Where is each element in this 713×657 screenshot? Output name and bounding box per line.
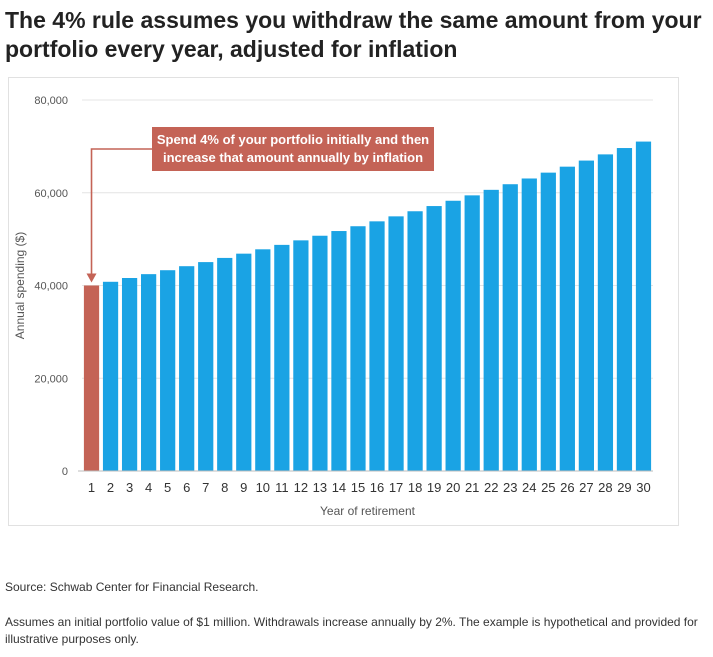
x-tick-label: 5 bbox=[164, 480, 171, 495]
bar bbox=[141, 274, 157, 471]
bar bbox=[616, 148, 633, 471]
y-tick-label: 80,000 bbox=[34, 95, 68, 107]
y-tick-label: 40,000 bbox=[34, 281, 68, 293]
annotation-line-2: increase that amount annually by inflati… bbox=[162, 150, 424, 165]
x-tick-label: 24 bbox=[522, 480, 536, 495]
x-tick-label: 10 bbox=[256, 480, 270, 495]
chart-headline: The 4% rule assumes you withdraw the sam… bbox=[5, 7, 702, 62]
bar bbox=[407, 211, 423, 471]
bar bbox=[198, 262, 214, 471]
bar bbox=[502, 184, 518, 472]
bar bbox=[597, 154, 614, 471]
y-tick-label: 60,000 bbox=[34, 188, 68, 200]
bar bbox=[635, 141, 652, 471]
x-tick-label: 26 bbox=[560, 480, 574, 495]
bar bbox=[312, 235, 328, 471]
x-tick-label: 30 bbox=[636, 480, 650, 495]
x-tick-label: 23 bbox=[503, 480, 517, 495]
x-tick-label: 1 bbox=[88, 480, 95, 495]
x-tick-label: 3 bbox=[126, 480, 133, 495]
bar bbox=[179, 266, 195, 471]
bar bbox=[83, 285, 100, 471]
bar bbox=[540, 172, 556, 472]
x-tick-label: 2 bbox=[107, 480, 114, 495]
bar bbox=[388, 216, 404, 471]
x-tick-label: 9 bbox=[240, 480, 247, 495]
bar bbox=[426, 206, 442, 471]
bar bbox=[255, 249, 271, 471]
x-tick-label: 14 bbox=[332, 480, 346, 495]
annotation-callout: Spend 4% of your portfolio initially and… bbox=[152, 127, 434, 171]
x-tick-label: 16 bbox=[370, 480, 384, 495]
x-tick-label: 4 bbox=[145, 480, 152, 495]
bar bbox=[293, 240, 309, 471]
x-tick-label: 27 bbox=[579, 480, 593, 495]
bar bbox=[160, 270, 176, 471]
bar bbox=[121, 278, 138, 471]
x-tick-label: 28 bbox=[598, 480, 612, 495]
bar bbox=[369, 221, 385, 471]
annotation-arrowhead bbox=[86, 273, 97, 283]
y-axis-label: Annual spending ($) bbox=[13, 232, 27, 339]
annotation-line-1: Spend 4% of your portfolio initially and… bbox=[156, 132, 430, 147]
bar bbox=[483, 189, 499, 471]
annotation-arrow bbox=[90, 148, 152, 278]
bar bbox=[102, 281, 119, 471]
x-tick-label: 19 bbox=[427, 480, 441, 495]
x-axis-label: Year of retirement bbox=[320, 504, 416, 518]
bar bbox=[331, 231, 347, 471]
source-note: Source: Schwab Center for Financial Rese… bbox=[5, 580, 259, 594]
x-tick-label: 11 bbox=[275, 480, 289, 495]
x-tick-label: 13 bbox=[313, 480, 327, 495]
chart-frame: 0 20,000 40,000 60,000 80,000 1 2 3 4 5 6 7 8 9 10 11 12… bbox=[8, 77, 679, 526]
bar bbox=[521, 178, 537, 471]
x-tick-label: 7 bbox=[202, 480, 209, 495]
bar bbox=[559, 166, 575, 471]
x-tick-label: 20 bbox=[446, 480, 460, 495]
y-tick-label: 20,000 bbox=[34, 373, 68, 385]
y-tick-label: 0 bbox=[62, 466, 68, 478]
bar bbox=[274, 244, 290, 471]
bar bbox=[445, 200, 461, 471]
x-tick-label: 12 bbox=[294, 480, 308, 495]
x-tick-label: 29 bbox=[617, 480, 631, 495]
bar bbox=[350, 226, 366, 471]
assumptions-note: Assumes an initial portfolio value of $1… bbox=[5, 615, 698, 646]
x-tick-label: 18 bbox=[408, 480, 422, 495]
x-tick-label: 22 bbox=[484, 480, 498, 495]
x-tick-label: 15 bbox=[351, 480, 365, 495]
bar bbox=[236, 253, 252, 471]
x-tick-label: 25 bbox=[541, 480, 555, 495]
bar bbox=[578, 160, 594, 472]
bar bbox=[464, 195, 480, 472]
x-tick-label: 8 bbox=[221, 480, 228, 495]
bar bbox=[217, 257, 233, 471]
x-tick-label: 17 bbox=[389, 480, 403, 495]
x-tick-label: 21 bbox=[465, 480, 479, 495]
x-tick-label: 6 bbox=[183, 480, 190, 495]
